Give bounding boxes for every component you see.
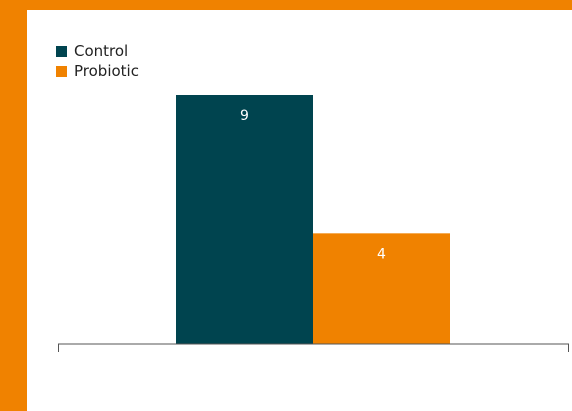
legend-item-control: Control xyxy=(56,41,139,61)
legend-swatch-control xyxy=(56,45,67,57)
legend-label-probiotic: Probiotic xyxy=(74,62,139,80)
legend-item-probiotic: Probiotic xyxy=(56,61,139,81)
data-label-control: 9 xyxy=(240,108,249,124)
legend-label-control: Control xyxy=(74,42,129,60)
data-label-probiotic: 4 xyxy=(377,246,386,262)
legend-swatch-probiotic xyxy=(56,65,67,77)
bar-control xyxy=(176,95,313,344)
bar-probiotic xyxy=(313,233,450,344)
legend: Control Probiotic xyxy=(56,41,139,81)
